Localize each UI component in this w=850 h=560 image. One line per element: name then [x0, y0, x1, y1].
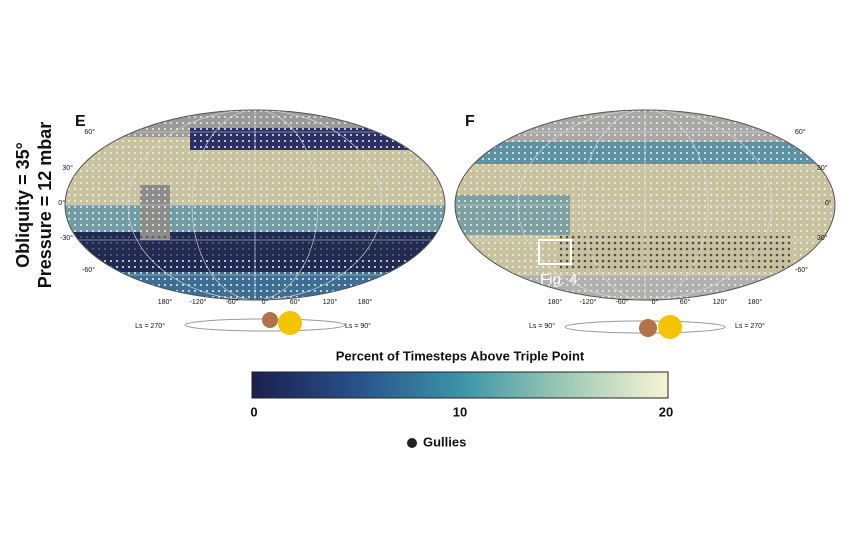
inset-box	[538, 239, 572, 265]
orbit-label: Ls = 270°	[135, 322, 165, 330]
lon-label: 120°	[323, 298, 338, 306]
orbit-label: Ls = 270°	[735, 322, 765, 330]
legend-marker	[407, 438, 417, 448]
colorbar-tick-label: 20	[659, 404, 673, 419]
lat-label: -60°	[82, 266, 95, 274]
lon-label: 180°	[748, 298, 763, 306]
orbit-label: Ls = 90°	[345, 322, 371, 330]
orbit-right	[564, 315, 726, 339]
side-label: Pressure = 12 mbar	[35, 122, 55, 289]
lon-label: 0°	[262, 298, 269, 306]
side-label: Obliquity = 35°	[13, 142, 33, 268]
lon-label: -120°	[190, 298, 207, 306]
lat-label: 60°	[795, 128, 806, 136]
lon-label: -60°	[226, 298, 239, 306]
lon-label: 180°	[158, 298, 173, 306]
panel-label: F	[465, 113, 475, 130]
map-f	[455, 110, 835, 300]
lon-label: 120°	[713, 298, 728, 306]
map-outline	[64, 109, 446, 301]
colorbar-title: Percent of Timesteps Above Triple Point	[336, 348, 585, 363]
panel-label: E	[75, 113, 86, 130]
lon-label: 180°	[548, 298, 563, 306]
orbit-label: Ls = 90°	[529, 322, 555, 330]
lon-label: 0°	[652, 298, 659, 306]
lon-label: -120°	[580, 298, 597, 306]
colorbar-tick-label: 0	[250, 404, 257, 419]
lat-label: 30°	[817, 164, 828, 172]
lat-label: 30°	[817, 234, 828, 242]
map-outline	[454, 109, 836, 301]
legend-label: Gullies	[423, 434, 466, 449]
lat-label: -60°	[795, 266, 808, 274]
lat-label: 30°	[62, 164, 73, 172]
lat-label: -30°	[60, 234, 73, 242]
lon-label: 180°	[358, 298, 373, 306]
lat-label: 0°	[58, 199, 65, 207]
lon-label: 60°	[290, 298, 301, 306]
lat-label: 0°	[825, 199, 832, 207]
colorbar-tick-label: 10	[453, 404, 467, 419]
inset-label: Fig. 4	[540, 271, 578, 288]
lon-label: -60°	[616, 298, 629, 306]
colorbar	[251, 371, 669, 399]
lon-label: 60°	[680, 298, 691, 306]
map-e	[65, 110, 445, 300]
orbit-left	[184, 311, 346, 335]
lat-label: 60°	[84, 128, 95, 136]
